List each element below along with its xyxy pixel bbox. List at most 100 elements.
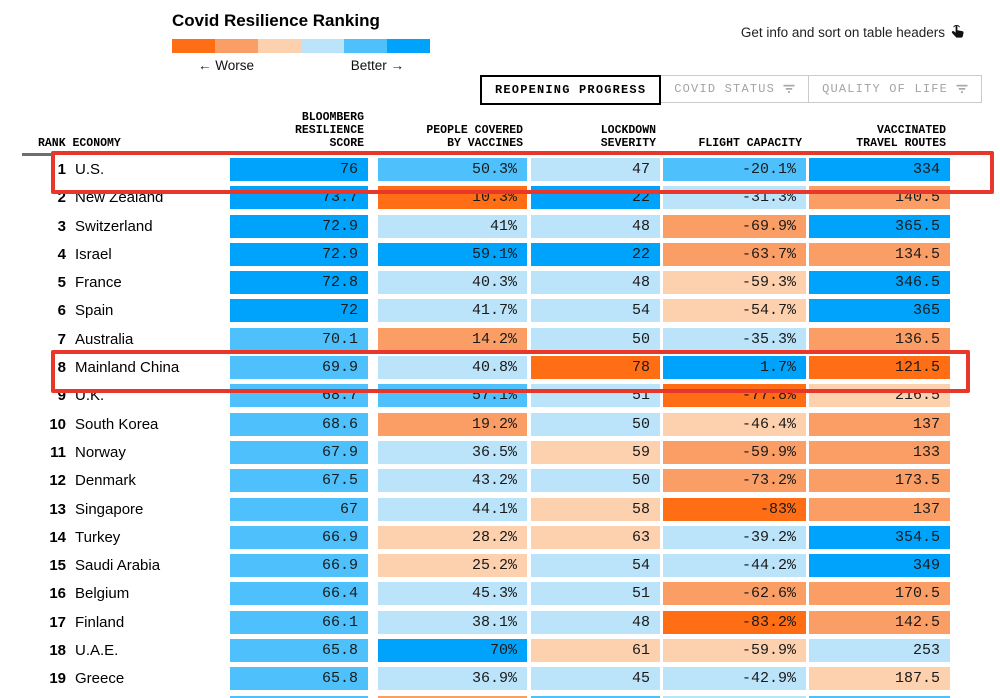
- routes-cell: 137: [809, 412, 950, 436]
- rank-value: 10: [49, 415, 66, 433]
- legend-better-label: Better →: [350, 58, 404, 73]
- score-cell: 66.1: [230, 610, 368, 634]
- economy-name: U.K.: [75, 387, 105, 405]
- column-header-line: PEOPLE COVERED: [426, 124, 523, 137]
- column-header-line: SCORE: [329, 137, 364, 150]
- routes-cell: 142.5: [809, 610, 950, 634]
- vaccines-cell: 70%: [378, 639, 527, 663]
- legend-color-segment: [258, 39, 301, 53]
- tab-label: REOPENING PROGRESS: [495, 83, 647, 97]
- rank-value: 17: [49, 613, 66, 631]
- vaccines-cell: 43.2%: [378, 469, 527, 493]
- economy-name: Denmark: [75, 472, 136, 490]
- vaccines-cell: 44.1%: [378, 497, 527, 521]
- lockdown-cell: 61: [531, 639, 660, 663]
- rank-value: 4: [57, 245, 66, 263]
- flight-cell: 1.7%: [663, 356, 806, 380]
- score-cell: 65.8: [230, 639, 368, 663]
- table-row-israel: 4 Israel 72.9 59.1% 22 -63.7% 134.5: [35, 242, 950, 266]
- flight-cell: -73.2%: [663, 469, 806, 493]
- flight-cell: -42.9%: [663, 667, 806, 691]
- table-row-partial: [35, 695, 950, 698]
- rank-value: 15: [49, 557, 66, 575]
- routes-cell: 173.5: [809, 469, 950, 493]
- rank-economy-cell: 17 Finland: [35, 611, 230, 634]
- rank-value: 11: [50, 443, 66, 461]
- column-header-line: RANK ECONOMY: [38, 137, 121, 150]
- economy-name: Turkey: [75, 528, 121, 546]
- info-hint-text: Get info and sort on table headers: [740, 25, 945, 40]
- score-cell: 72: [230, 299, 368, 323]
- lockdown-cell: 48: [531, 271, 660, 295]
- lockdown-cell: 54: [531, 554, 660, 578]
- flight-cell: -69.9%: [663, 214, 806, 238]
- column-header-people-covered-by-vaccines[interactable]: PEOPLE COVERED BY VACCINES: [378, 124, 527, 152]
- rank-economy-cell: 7 Australia: [35, 328, 230, 351]
- economy-name: Spain: [75, 302, 114, 320]
- table-row-south-korea: 10 South Korea 68.6 19.2% 50 -46.4% 137: [35, 412, 950, 436]
- table-row-finland: 17 Finland 66.1 38.1% 48 -83.2% 142.5: [35, 610, 950, 634]
- column-header-lockdown-severity[interactable]: LOCKDOWN SEVERITY: [531, 124, 660, 152]
- flight-cell: -62.6%: [663, 582, 806, 606]
- vaccines-cell: 41.7%: [378, 299, 527, 323]
- table-tabs: REOPENING PROGRESS COVID STATUS QUALITY OF…: [480, 75, 983, 105]
- vaccines-cell: 59.1%: [378, 242, 527, 266]
- tab-covid-status[interactable]: COVID STATUS: [660, 75, 810, 103]
- rank-value: 3: [57, 217, 66, 235]
- vaccines-cell: 38.1%: [378, 610, 527, 634]
- rank-value: 5: [57, 274, 66, 292]
- lockdown-cell: 58: [531, 497, 660, 521]
- score-cell: 66.9: [230, 554, 368, 578]
- table-row-singapore: 13 Singapore 67 44.1% 58 -83% 137: [35, 497, 950, 521]
- table-row-u-a-e: 18 U.A.E. 65.8 70% 61 -59.9% 253: [35, 639, 950, 663]
- table-row-u-s: 1 U.S. 76 50.3% 47 -20.1% 334: [35, 158, 950, 181]
- rank-value: 14: [49, 528, 66, 546]
- flight-cell: -83%: [663, 497, 806, 521]
- lockdown-cell: 54: [531, 299, 660, 323]
- economy-name: New Zealand: [75, 189, 164, 207]
- column-header-line: BLOOMBERG: [301, 111, 364, 124]
- flight-cell: -59.9%: [663, 639, 806, 663]
- table-row-switzerland: 3 Switzerland 72.9 41% 48 -69.9% 365.5: [35, 214, 950, 238]
- column-header-rank-economy[interactable]: RANK ECONOMY: [35, 137, 230, 152]
- column-header-line: FLIGHT CAPACITY: [698, 137, 802, 150]
- rank-economy-cell: 13 Singapore: [35, 498, 230, 521]
- lockdown-cell: 51: [531, 582, 660, 606]
- table-header-row: RANK ECONOMY BLOOMBERG RESILIENCE SCORE PEOP…: [35, 100, 950, 152]
- tab-reopening-progress[interactable]: REOPENING PROGRESS: [480, 75, 662, 105]
- column-header-flight-capacity[interactable]: FLIGHT CAPACITY: [663, 137, 806, 152]
- lockdown-cell: 48: [531, 610, 660, 634]
- rank-economy-cell: 16 Belgium: [35, 582, 230, 605]
- table-row-france: 5 France 72.8 40.3% 48 -59.3% 346.5: [35, 271, 950, 295]
- vaccines-cell: 45.3%: [378, 582, 527, 606]
- rank-value: 18: [49, 642, 66, 660]
- rank-economy-cell: 18 U.A.E.: [35, 639, 230, 662]
- vaccines-cell: 28.2%: [378, 525, 527, 549]
- rank-economy-cell: 2 New Zealand: [35, 186, 230, 209]
- routes-cell: 134.5: [809, 242, 950, 266]
- legend-color-segment: [172, 39, 215, 53]
- legend-color-segment: [215, 39, 258, 53]
- vaccines-cell: 10.3%: [378, 186, 527, 210]
- legend-gradient-bar: [172, 39, 430, 53]
- flight-cell: -39.2%: [663, 525, 806, 549]
- lockdown-cell: 50: [531, 412, 660, 436]
- column-header-resilience-score[interactable]: BLOOMBERG RESILIENCE SCORE: [230, 111, 368, 152]
- partial-cell: [378, 695, 527, 698]
- economy-name: Belgium: [75, 585, 130, 603]
- routes-cell: 216.5: [809, 384, 950, 408]
- table-row-denmark: 12 Denmark 67.5 43.2% 50 -73.2% 173.5: [35, 469, 950, 493]
- vaccines-cell: 50.3%: [378, 158, 527, 181]
- rank-economy-cell: 4 Israel: [35, 243, 230, 266]
- rank-economy-cell: 14 Turkey: [35, 526, 230, 549]
- legend-labels: ← Worse Better →: [172, 58, 430, 73]
- routes-cell: 349: [809, 554, 950, 578]
- flight-cell: -59.3%: [663, 271, 806, 295]
- economy-name: South Korea: [75, 415, 159, 433]
- lockdown-cell: 50: [531, 327, 660, 351]
- column-header-line: TRAVEL ROUTES: [856, 137, 946, 150]
- column-header-vaccinated-travel-routes[interactable]: VACCINATED TRAVEL ROUTES: [809, 124, 950, 152]
- table-row-turkey: 14 Turkey 66.9 28.2% 63 -39.2% 354.5: [35, 525, 950, 549]
- tab-quality-of-life[interactable]: QUALITY OF LIFE: [808, 75, 983, 103]
